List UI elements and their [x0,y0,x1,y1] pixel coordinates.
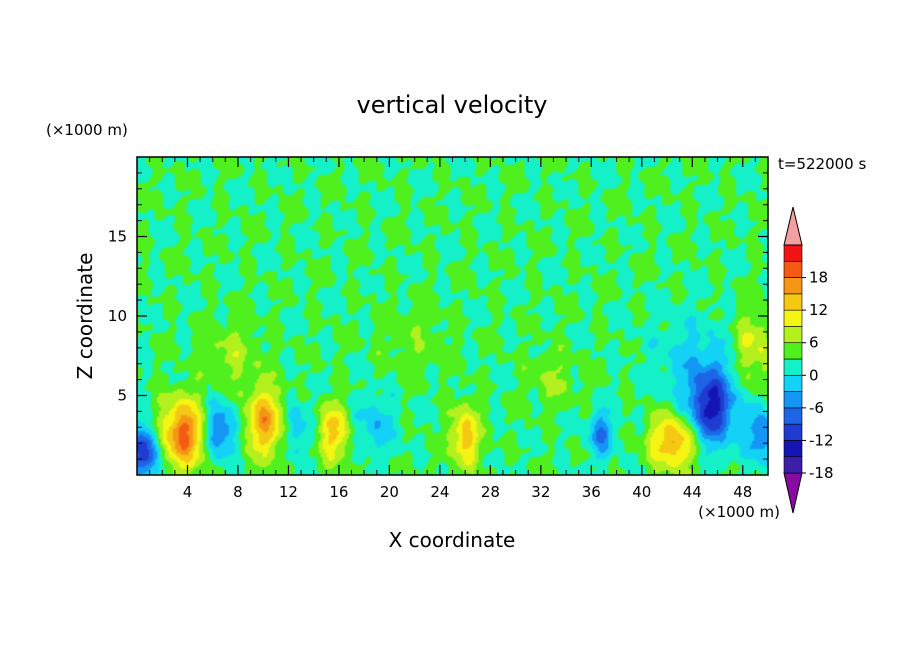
colorbar-label: -6 [809,399,824,417]
colorbar-label: 12 [809,301,828,319]
y-tick-label: 10 [108,307,127,325]
x-tick-label: 12 [279,483,298,501]
colorbar: 18 12 6 0 -6 -12 -18 [783,206,834,514]
colorbar-band [783,358,803,376]
velocity-field-image [137,157,768,475]
x-tick-label: 24 [430,483,449,501]
colorbar-band [783,342,803,360]
colorbar-band [783,391,803,409]
chart-title: vertical velocity [357,91,548,119]
colorbar-top-arrow [783,206,803,246]
colorbar-label: -18 [809,464,834,482]
x-tick-label: 8 [233,483,243,501]
colorbar-band [783,309,803,327]
x-tick-label: 44 [683,483,702,501]
x-tick-label: 40 [632,483,651,501]
x-tick-label: 20 [380,483,399,501]
colorbar-band [783,440,803,458]
time-label: t=522000 s [778,155,866,173]
colorbar-band [783,293,803,311]
colorbar-band [783,260,803,278]
y-axis-ticks: 5 10 15 [108,172,768,460]
x-tick-label: 32 [531,483,550,501]
colorbar-band [783,244,803,262]
x-axis-label: X coordinate [389,528,516,552]
x-tick-label: 28 [481,483,500,501]
y-tick-label: 15 [108,228,127,246]
x-tick-label: 4 [183,483,193,501]
colorbar-band [783,326,803,344]
colorbar-band [783,456,803,474]
colorbar-bottom-arrow [783,472,803,514]
colorbar-label: 18 [809,269,828,287]
colorbar-band [783,407,803,425]
y-axis-label: Z coordinate [73,253,97,380]
colorbar-band [783,374,803,392]
colorbar-band [783,423,803,441]
x-tick-label: 36 [582,483,601,501]
x-axis-ticks: 4 8 12 16 20 24 28 32 36 40 44 48 [149,157,756,501]
x-tick-label: 48 [733,483,752,501]
colorbar-label: 6 [809,334,819,352]
colorbar-label: -12 [809,431,834,449]
x-unit-label: (×1000 m) [698,503,780,521]
x-tick-label: 16 [329,483,348,501]
colorbar-band [783,277,803,295]
colorbar-label: 0 [809,366,819,384]
y-tick-label: 5 [117,387,127,405]
y-unit-label: (×1000 m) [46,121,128,139]
